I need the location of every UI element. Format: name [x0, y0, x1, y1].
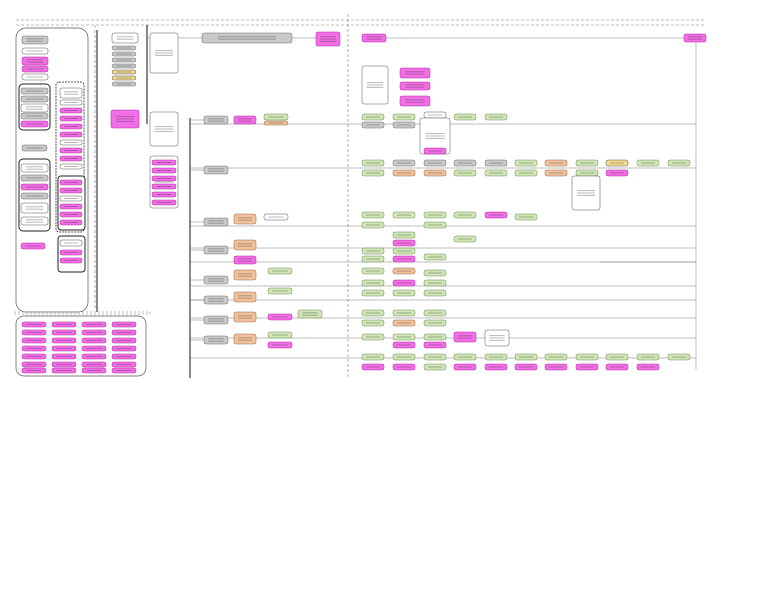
header-box [361, 33, 387, 43]
row-node [233, 115, 257, 125]
row-label-box [203, 165, 229, 175]
row-node [233, 213, 257, 225]
left-item [21, 56, 49, 66]
left-col2-item [59, 87, 83, 99]
cluster-node [399, 67, 431, 79]
diagram-nodes [20, 31, 707, 374]
lane9-node [453, 331, 477, 343]
row-node [233, 333, 257, 345]
row-node [233, 239, 257, 251]
top-frame [16, 14, 706, 378]
cluster-node [399, 95, 431, 107]
row-label-box [203, 217, 229, 227]
header-box [683, 33, 707, 43]
row-node [233, 291, 257, 303]
left-item [20, 103, 49, 113]
row-label-box [203, 245, 229, 255]
row-label-box [203, 315, 229, 325]
left-item [20, 202, 49, 214]
col2-item [111, 32, 139, 44]
row-label-box [203, 275, 229, 285]
left-title-box [21, 35, 49, 45]
row-label-box [203, 335, 229, 345]
left-item [20, 163, 49, 173]
row-node [233, 269, 257, 281]
row-node [297, 309, 323, 319]
row-node [233, 311, 257, 323]
row-node [233, 255, 257, 265]
header-box [201, 32, 293, 44]
row-label-box [203, 295, 229, 305]
left-item [20, 216, 49, 226]
cluster-node [399, 81, 431, 91]
row-label-box [203, 115, 229, 125]
